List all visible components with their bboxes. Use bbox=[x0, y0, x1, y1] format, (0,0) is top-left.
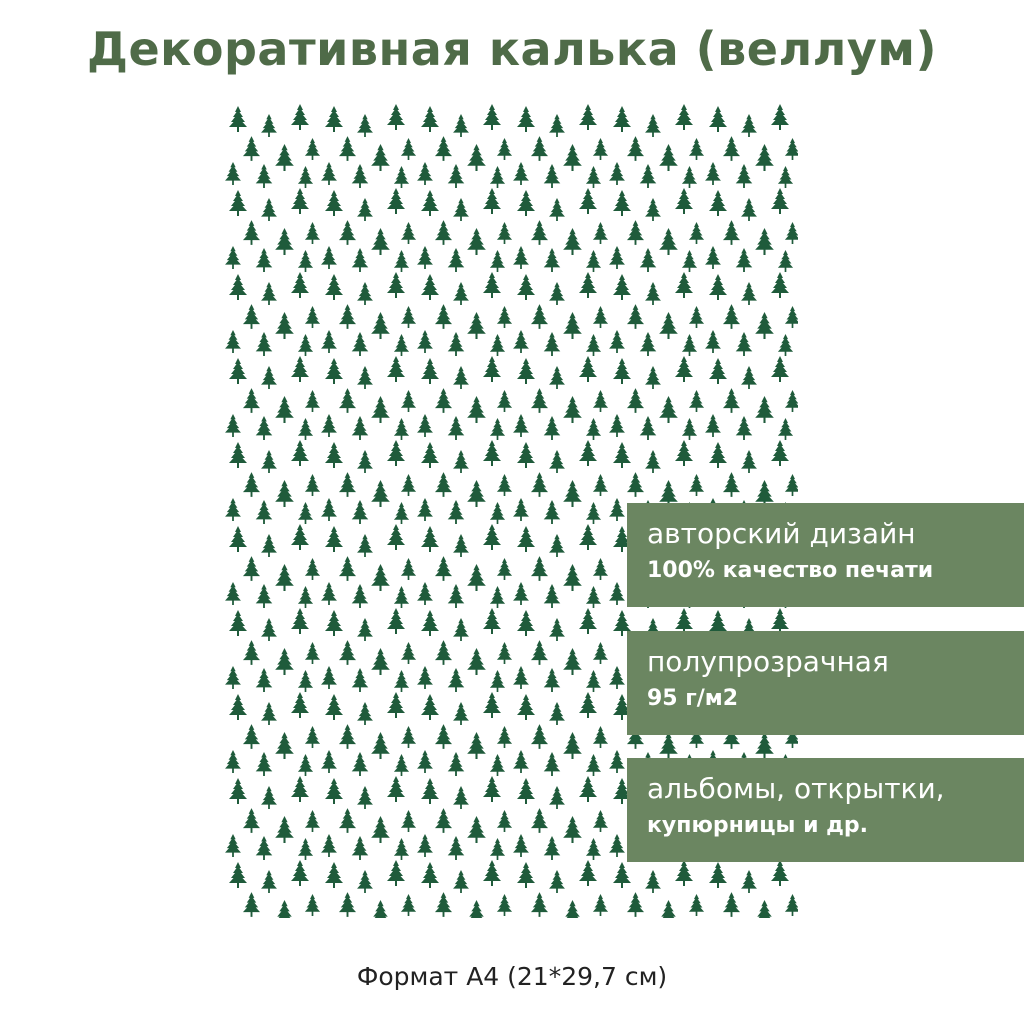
badge-line: купюрницы и др. bbox=[647, 813, 869, 838]
title: Декоративная калька (веллум) bbox=[87, 22, 937, 76]
badge-line: авторский дизайн bbox=[647, 517, 916, 550]
badge-line: полупрозрачная bbox=[647, 645, 889, 678]
badge-line: 95 г/м2 bbox=[647, 686, 739, 711]
footer: Формат А4 (21*29,7 см) bbox=[356, 962, 668, 991]
badge: авторский дизайн 100% качество печати bbox=[627, 503, 1024, 607]
badge-line: 100% качество печати bbox=[647, 558, 934, 583]
badge: полупрозрачная 95 г/м2 bbox=[627, 631, 1024, 735]
badge: альбомы, открытки, купюрницы и др. bbox=[627, 758, 1024, 862]
badge-line: альбомы, открытки, bbox=[647, 772, 945, 805]
